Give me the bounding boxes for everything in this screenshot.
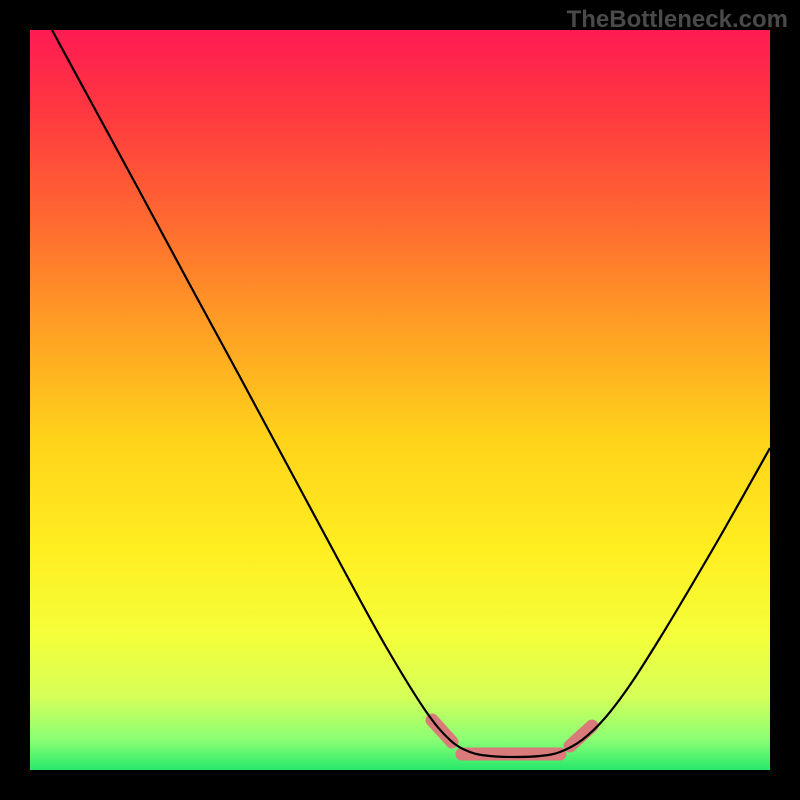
bottleneck-curve xyxy=(52,30,770,757)
optimum-band-right-tick xyxy=(570,726,592,746)
chart-frame: TheBottleneck.com xyxy=(0,0,800,800)
plot-area xyxy=(30,30,770,770)
curve-layer xyxy=(30,30,770,770)
